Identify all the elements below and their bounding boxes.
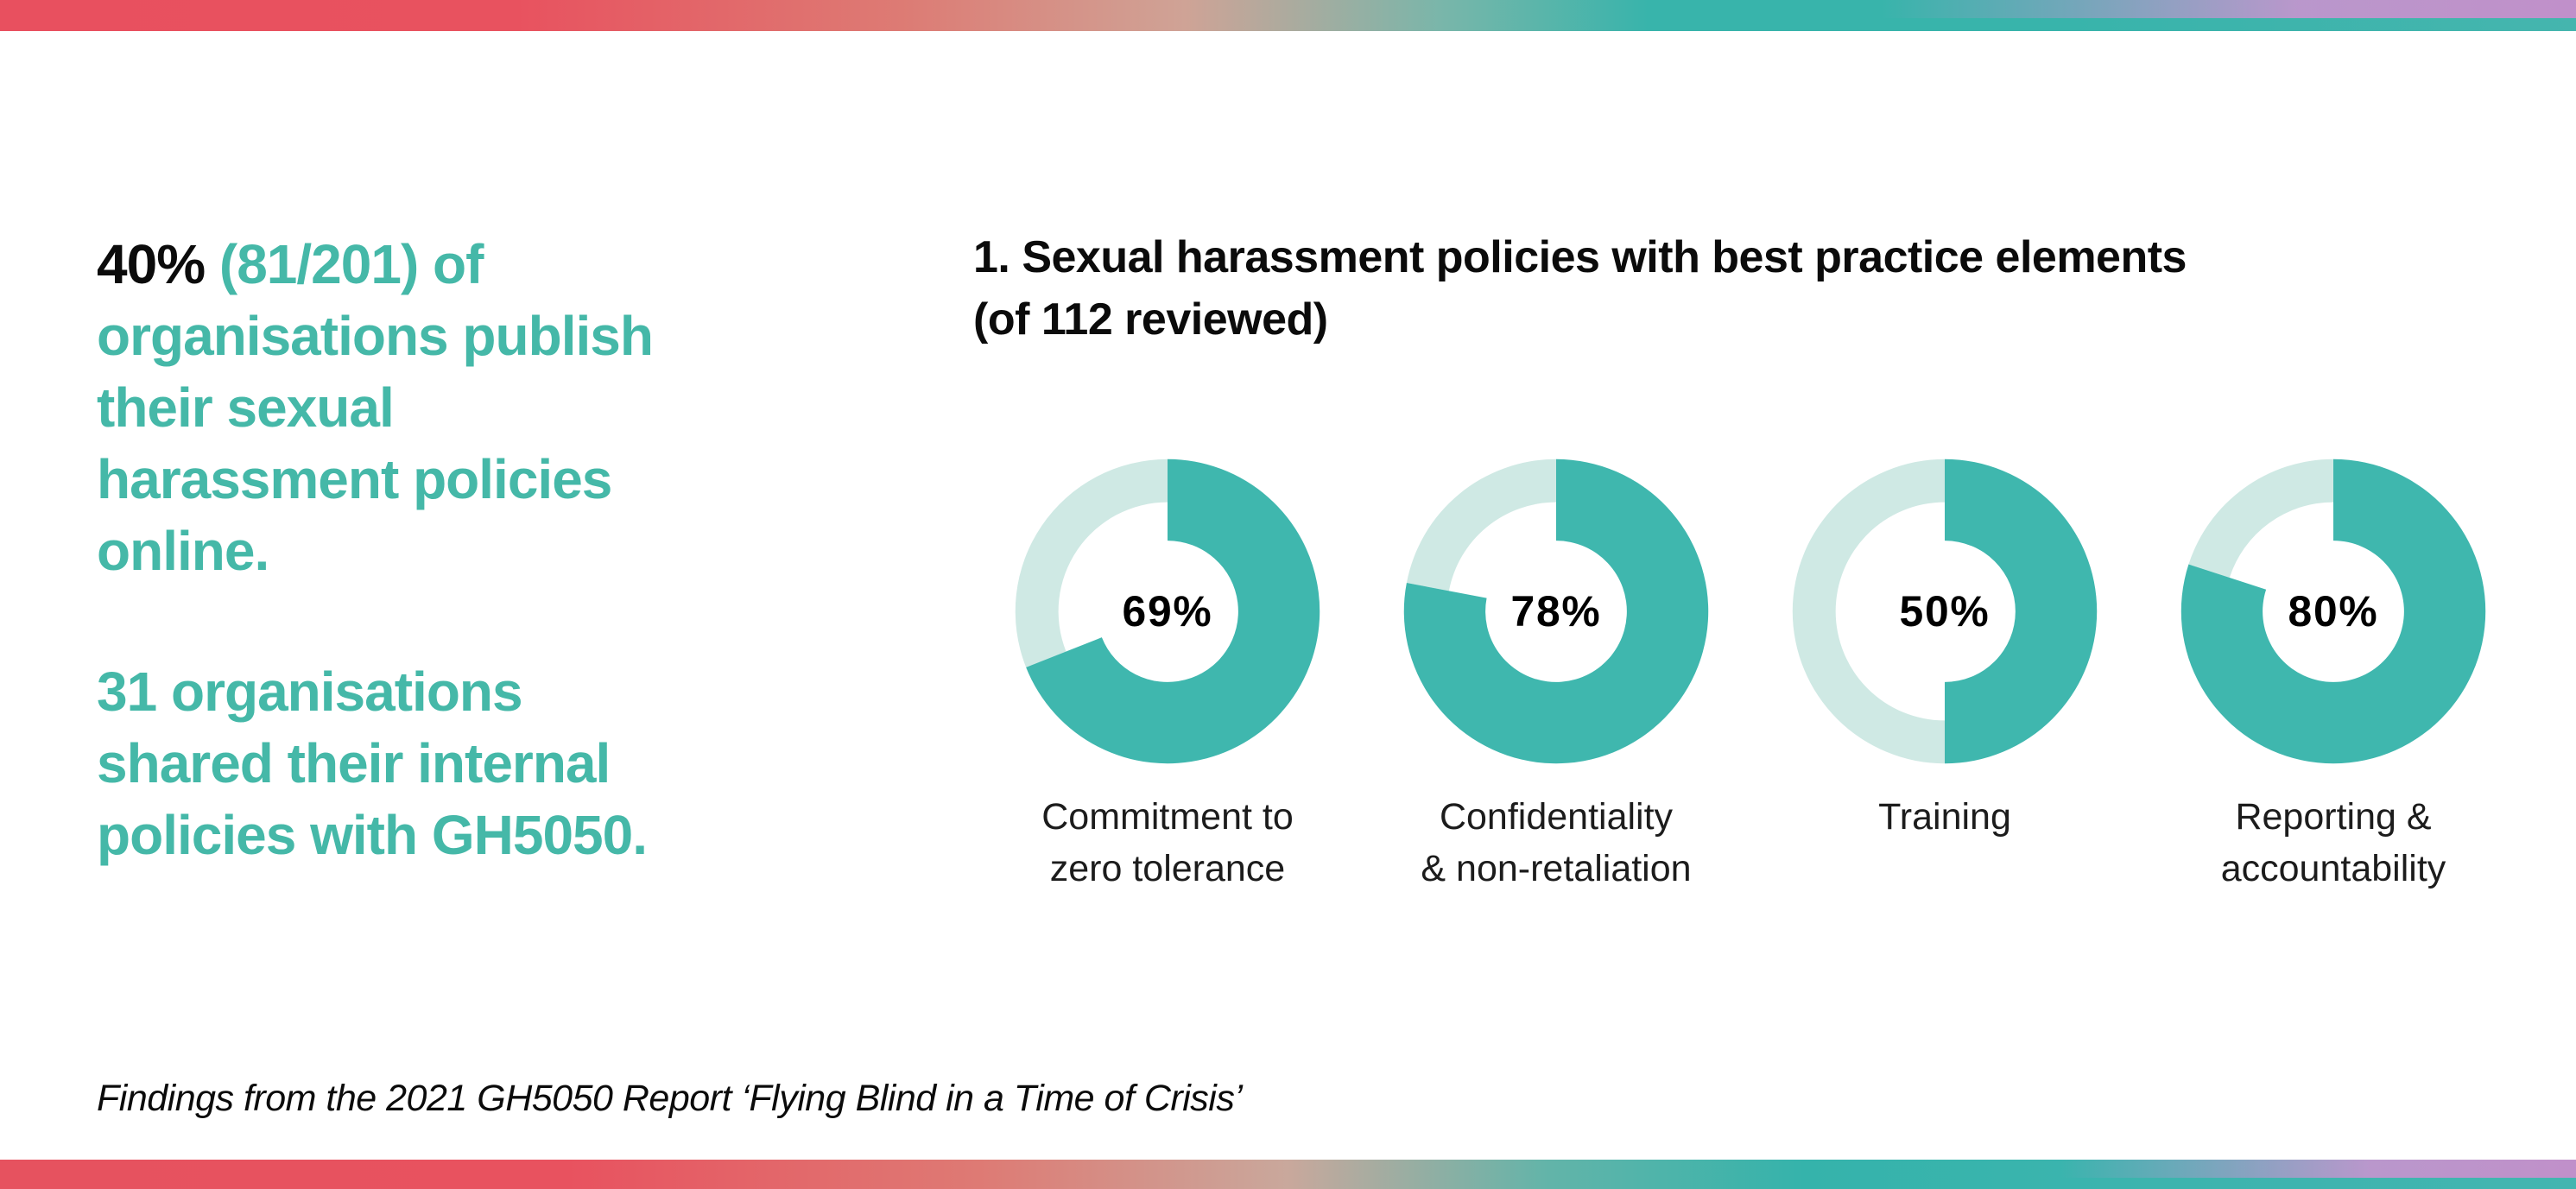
donut-remainder-arc	[1015, 459, 1168, 667]
stat-highlight: 40%	[97, 233, 206, 295]
text-line: shared their internal	[97, 732, 611, 794]
donut-row: 69% Commitment to zero tolerance 78% Confide…	[973, 458, 2528, 895]
donut-value: 80%	[2288, 587, 2378, 636]
donut-label-line: accountability	[2220, 848, 2446, 889]
donut-label-line: Reporting &	[2235, 796, 2432, 838]
donut-label-line: Confidentiality	[1439, 796, 1674, 838]
bottom-gradient-bar	[0, 1160, 2576, 1189]
donut-label-line: zero tolerance	[1049, 848, 1286, 889]
donut-label-line: Commitment to	[1041, 796, 1294, 838]
text-line: harassment policies	[97, 448, 612, 510]
donut-label: Training	[1878, 791, 2011, 843]
donut-chart-1: 69%	[1015, 459, 1320, 764]
donut-chart-3: 50%	[1792, 459, 2098, 764]
stat-text-block: 40% (81/201) of organisations publish the…	[97, 229, 654, 871]
stat-paragraph-1-lines: organisations publish their sexual harassm…	[97, 300, 654, 587]
text-line: policies with GH5050.	[97, 804, 648, 866]
donut-chart-4: 80%	[2180, 459, 2486, 764]
chart-title-line-2: (of 112 reviewed)	[973, 294, 1328, 345]
top-bar-pink-blend	[1880, 0, 2576, 18]
donut-cell: 80% Reporting & accountability	[2139, 458, 2528, 895]
donut-label-line: & non-retaliation	[1421, 848, 1692, 889]
top-gradient-bar	[0, 0, 2576, 31]
donut-remainder-arc	[2188, 459, 2333, 578]
donut-remainder-arc	[1792, 459, 1945, 764]
source-citation: Findings from the 2021 GH5050 Report ‘Fl…	[97, 1078, 1243, 1119]
stat-paragraph-2: 31 organisations shared their internal pol…	[97, 656, 653, 871]
donut-filled-arc	[1945, 459, 2098, 764]
donut-label: Confidentiality & non-retaliation	[1421, 791, 1691, 895]
donut-cell: 69% Commitment to zero tolerance	[973, 458, 1362, 895]
bottom-bar-pink-blend	[2060, 1160, 2576, 1179]
text-line: their sexual	[97, 376, 395, 439]
text-line: online.	[97, 520, 269, 582]
stat-rest: (81/201) of	[205, 233, 484, 295]
donut-remainder-arc	[1406, 459, 1556, 591]
donut-value: 78%	[1510, 587, 1601, 636]
donut-cell: 50% Training	[1750, 458, 2139, 895]
text-line: organisations publish	[97, 305, 654, 367]
donut-filled-arc	[2180, 459, 2486, 764]
donut-label: Commitment to zero tolerance	[1041, 791, 1294, 895]
donut-label-line: Training	[1878, 796, 2011, 838]
donut-value: 50%	[1899, 587, 1990, 636]
chart-title: 1. Sexual harassment policies with best …	[973, 226, 2187, 351]
donut-filled-arc	[1026, 459, 1320, 764]
stat-paragraph-1: 40% (81/201) of organisations publish the…	[97, 229, 654, 587]
donut-chart-2: 78%	[1403, 459, 1709, 764]
donut-value: 69%	[1122, 587, 1212, 636]
text-line: 40% (81/201) of	[97, 229, 653, 300]
text-line: 31 organisations	[97, 661, 523, 723]
chart-title-line-1: 1. Sexual harassment policies with best …	[973, 232, 2187, 282]
donut-cell: 78% Confidentiality & non-retaliation	[1362, 458, 1750, 895]
donut-filled-arc	[1403, 459, 1709, 764]
donut-label: Reporting & accountability	[2221, 791, 2446, 895]
